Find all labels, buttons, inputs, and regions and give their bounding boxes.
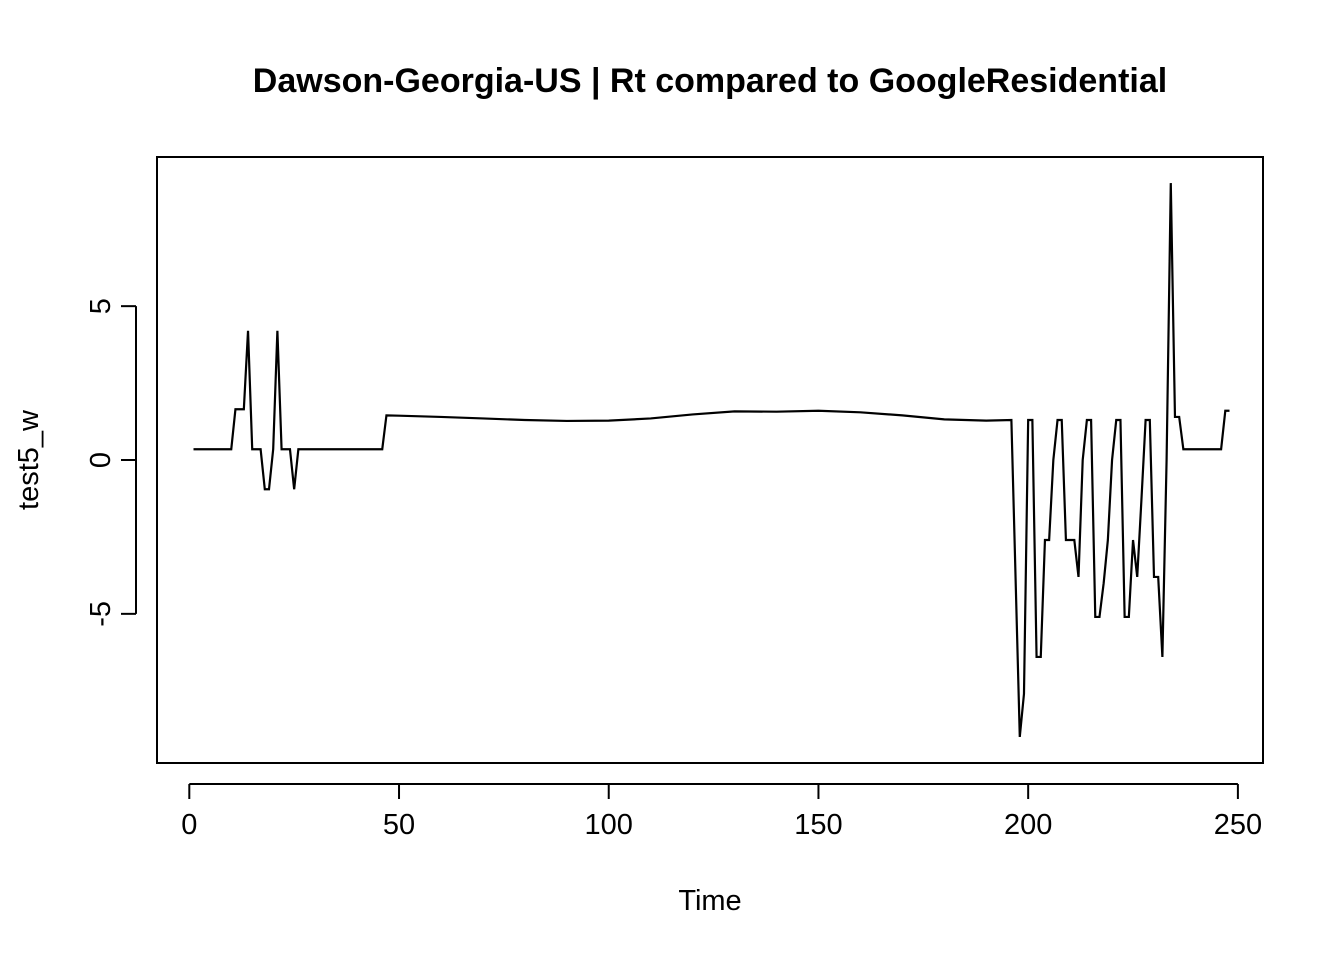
x-tick-label: 150 bbox=[794, 809, 842, 841]
x-tick-label: 250 bbox=[1214, 809, 1262, 841]
x-tick-label: 100 bbox=[585, 809, 633, 841]
chart-title: Dawson-Georgia-US | Rt compared to Googl… bbox=[253, 62, 1167, 100]
y-tick-label: 0 bbox=[85, 452, 117, 468]
x-tick-label: 200 bbox=[1004, 809, 1052, 841]
x-tick-label: 50 bbox=[383, 809, 415, 841]
x-axis: 0 50 100 150 200 250 bbox=[181, 783, 1262, 841]
y-axis: -5 0 5 bbox=[85, 298, 137, 627]
series-layer bbox=[193, 183, 1230, 738]
plot-frame bbox=[156, 156, 1264, 764]
x-axis-label: Time bbox=[678, 885, 741, 917]
y-tick-label: -5 bbox=[85, 601, 117, 627]
y-axis-label: test5_w bbox=[13, 409, 45, 510]
series-line bbox=[193, 183, 1230, 738]
x-tick-label: 0 bbox=[181, 809, 197, 841]
y-tick-label: 5 bbox=[85, 298, 117, 314]
